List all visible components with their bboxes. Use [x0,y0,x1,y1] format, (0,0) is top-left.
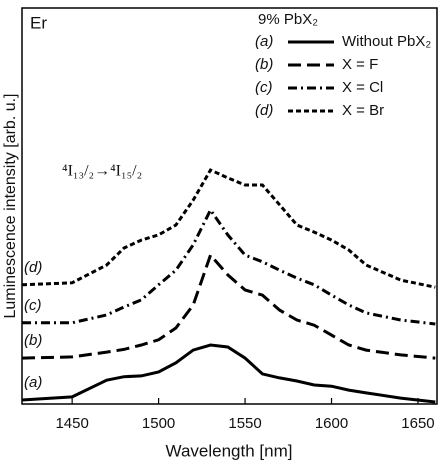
y-axis-label: Luminescence intensity [arb. u.] [2,93,19,318]
x-tick-label: 1450 [55,415,88,432]
legend-label: (a) [255,33,273,50]
curve-label: (d) [24,259,42,276]
legend-label: (c) [255,79,273,96]
chart-title: Er [30,13,47,32]
legend-name: X = F [342,56,378,73]
x-tick-label: 1500 [142,415,175,432]
curve-label: (b) [24,332,42,349]
curve-label: (c) [24,297,42,314]
series-line [21,343,436,404]
x-tick-label: 1650 [401,415,434,432]
annotation: ⁴I₁₃/₂→⁴I₁₅/₂ [62,163,142,180]
legend-label: (b) [255,56,273,73]
legend-name: X = Br [342,102,384,119]
series-line [21,252,436,360]
series-line [22,207,436,326]
legend-label: (d) [255,102,273,119]
series-line [21,168,436,289]
curve-label: (a) [24,374,42,391]
legend-name: Without PbX₂ [342,33,431,50]
x-axis-label: Wavelength [nm] [166,441,293,460]
x-tick-label: 1600 [315,415,348,432]
legend-title: 9% PbX₂ [258,11,318,28]
x-tick-label: 1550 [228,415,261,432]
plot-frame [21,7,438,405]
legend-name: X = Cl [342,79,383,96]
